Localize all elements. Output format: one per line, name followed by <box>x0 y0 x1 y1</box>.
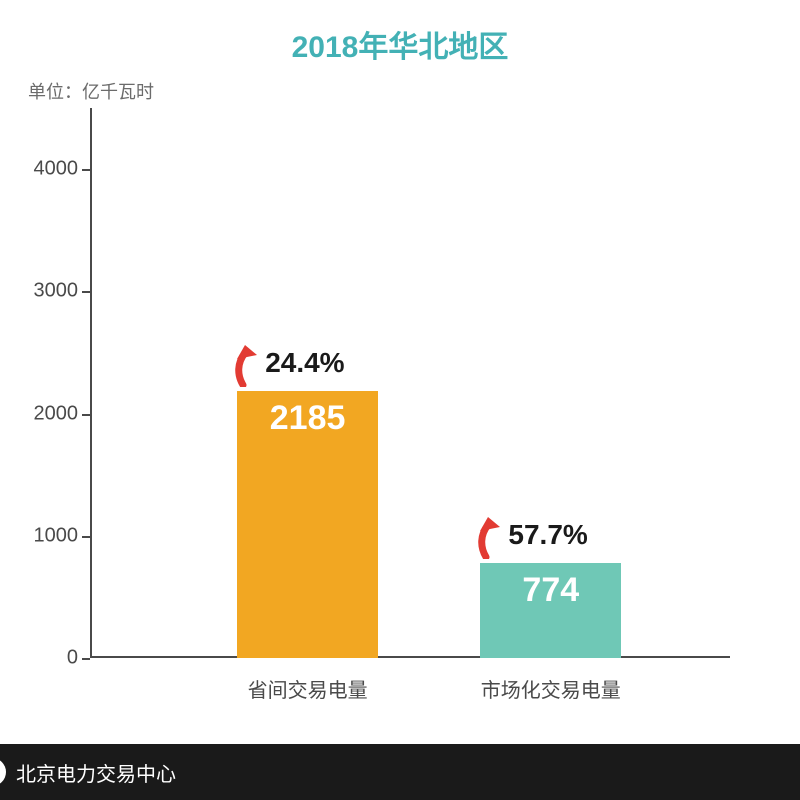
wechat-icon: © <box>0 758 6 786</box>
up-arrow-icon <box>474 513 508 564</box>
y-tick-label: 2000 <box>34 402 79 425</box>
y-tick-mark <box>82 291 90 293</box>
y-tick-label: 0 <box>67 647 78 670</box>
growth-label: 57.7% <box>508 519 587 551</box>
chart-area: 01000200030004000218524.4%省间交易电量77457.7%… <box>90 108 730 658</box>
y-tick-mark <box>82 658 90 660</box>
y-tick-label: 4000 <box>34 158 79 181</box>
page: 2018年华北地区 单位：亿千瓦时 0 1000 2000 3000 4000 2185 2… <box>0 0 800 800</box>
x-category-label: 市场化交易电量 <box>481 674 621 703</box>
y-tick-mark <box>82 169 90 171</box>
bar: 774 <box>480 563 621 658</box>
y-tick-label: 1000 <box>34 524 79 547</box>
chart-title: 2018年华北地区 <box>0 22 800 66</box>
footer: © 北京电力交易中心 <box>0 744 800 800</box>
x-category-label: 省间交易电量 <box>248 674 368 703</box>
y-tick-label: 3000 <box>34 280 79 303</box>
footer-text: 北京电力交易中心 <box>16 758 176 787</box>
y-tick-mark <box>82 414 90 416</box>
bar: 2185 <box>237 391 378 658</box>
bar-value: 2185 <box>237 399 378 438</box>
growth-label: 24.4% <box>265 347 344 379</box>
unit-label: 单位：亿千瓦时 <box>28 78 154 104</box>
bar-value: 774 <box>480 571 621 610</box>
y-tick-mark <box>82 536 90 538</box>
y-axis <box>90 108 92 658</box>
up-arrow-icon <box>231 341 265 392</box>
x-axis <box>90 656 730 658</box>
